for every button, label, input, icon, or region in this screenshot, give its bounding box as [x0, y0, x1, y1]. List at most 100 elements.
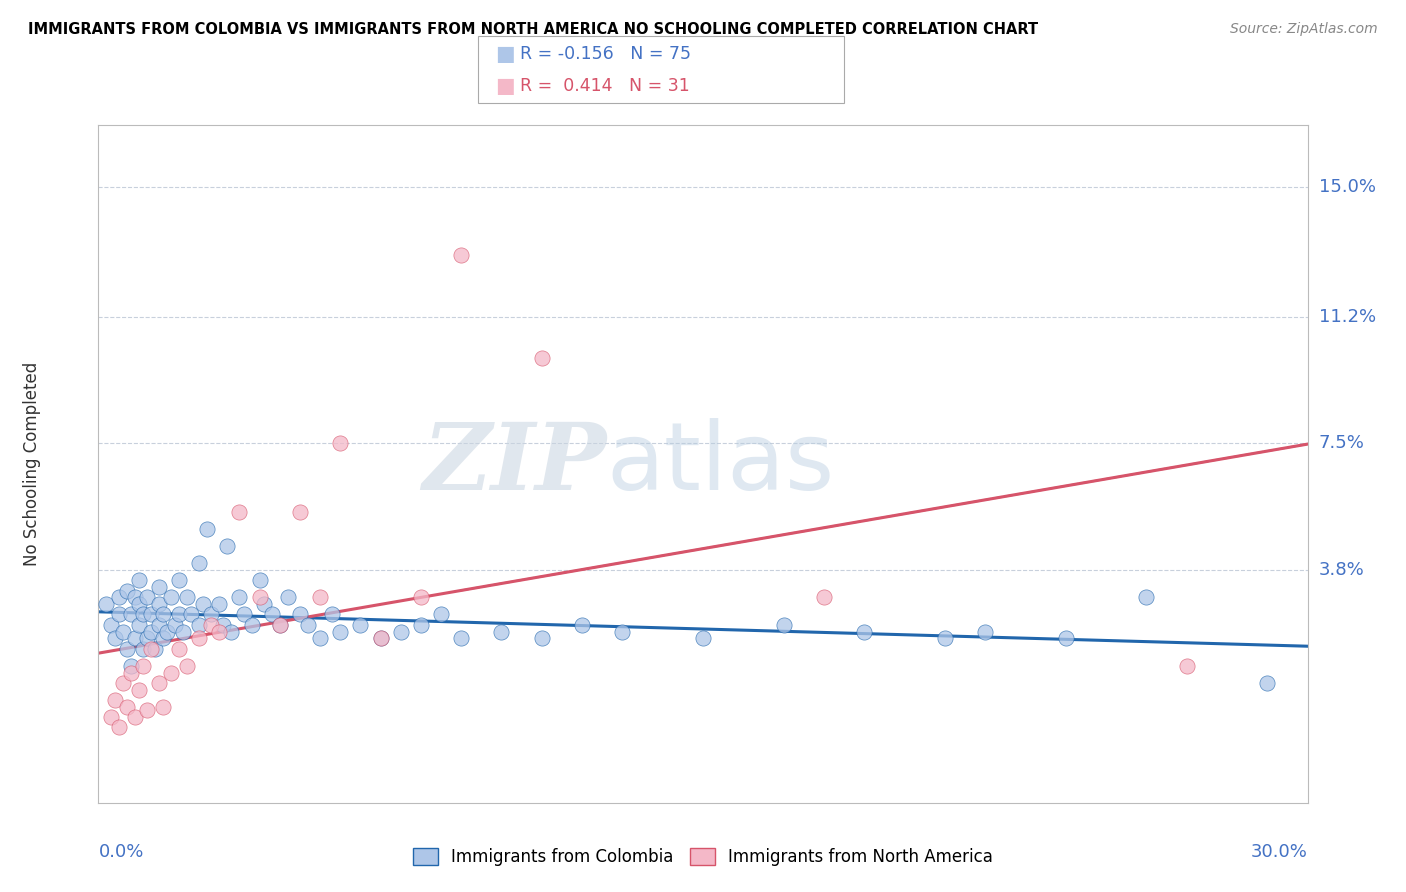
Point [188, 632, 211, 646]
Point [96, 597, 118, 611]
Point [115, 583, 138, 598]
Point [124, 710, 146, 724]
Point [491, 624, 513, 639]
Legend: Immigrants from Colombia, Immigrants from North America: Immigrants from Colombia, Immigrants fro… [406, 841, 1000, 872]
Point [103, 693, 125, 707]
Point [120, 607, 142, 622]
Point [167, 641, 190, 656]
Point [221, 624, 243, 639]
Point [430, 607, 453, 622]
Point [135, 591, 157, 605]
Point [163, 617, 186, 632]
Point [148, 617, 170, 632]
Point [132, 607, 155, 622]
Point [450, 248, 472, 262]
Text: ■: ■ [495, 45, 515, 64]
Point [120, 658, 142, 673]
Point [208, 624, 231, 639]
Point [217, 539, 239, 553]
Point [269, 617, 291, 632]
Point [309, 632, 332, 646]
Point [160, 591, 183, 605]
Point [107, 591, 129, 605]
Point [228, 591, 250, 605]
Point [329, 436, 352, 450]
Point [100, 617, 122, 632]
Point [124, 591, 146, 605]
Point [288, 505, 311, 519]
Point [188, 617, 211, 632]
Point [128, 597, 150, 611]
Point [240, 617, 263, 632]
Point [193, 597, 215, 611]
Point [167, 607, 190, 622]
Text: 7.5%: 7.5% [1319, 434, 1365, 452]
Point [1175, 658, 1198, 673]
Point [103, 632, 125, 646]
Point [249, 574, 271, 588]
Point [148, 580, 170, 594]
Point [120, 665, 142, 680]
Text: Source: ZipAtlas.com: Source: ZipAtlas.com [1230, 22, 1378, 37]
Point [188, 556, 211, 570]
Point [370, 632, 392, 646]
Point [143, 641, 166, 656]
Point [200, 607, 222, 622]
Point [1256, 676, 1278, 690]
Text: No Schooling Completed: No Schooling Completed [22, 362, 41, 566]
Point [100, 710, 122, 724]
Point [1135, 591, 1157, 605]
Point [409, 591, 432, 605]
Point [1054, 632, 1077, 646]
Point [934, 632, 956, 646]
Point [180, 607, 202, 622]
Point [232, 607, 254, 622]
Point [253, 597, 276, 611]
Point [450, 632, 472, 646]
Point [571, 617, 593, 632]
Text: ZIP: ZIP [422, 419, 606, 508]
Point [115, 641, 138, 656]
Point [349, 617, 371, 632]
Point [128, 574, 150, 588]
Text: 11.2%: 11.2% [1319, 308, 1376, 326]
Point [612, 624, 634, 639]
Point [160, 665, 183, 680]
Point [212, 617, 235, 632]
Text: R =  0.414   N = 31: R = 0.414 N = 31 [520, 77, 690, 95]
Point [124, 632, 146, 646]
Point [409, 617, 432, 632]
Point [176, 591, 198, 605]
Point [128, 617, 150, 632]
Point [208, 597, 231, 611]
Point [135, 703, 157, 717]
Point [107, 721, 129, 735]
Point [139, 641, 162, 656]
Point [813, 591, 835, 605]
Point [111, 624, 134, 639]
Point [195, 522, 218, 536]
Point [321, 607, 343, 622]
Text: 0.0%: 0.0% [98, 844, 143, 862]
Point [530, 632, 553, 646]
Point [139, 607, 162, 622]
Point [115, 700, 138, 714]
Point [156, 624, 179, 639]
Point [530, 351, 553, 365]
Point [148, 676, 170, 690]
Point [297, 617, 319, 632]
Point [152, 607, 174, 622]
Point [167, 574, 190, 588]
Text: ■: ■ [495, 76, 515, 95]
Point [228, 505, 250, 519]
Point [132, 641, 155, 656]
Point [309, 591, 332, 605]
Text: atlas: atlas [606, 417, 835, 510]
Point [128, 682, 150, 697]
Point [288, 607, 311, 622]
Point [389, 624, 412, 639]
Text: 3.8%: 3.8% [1319, 561, 1364, 579]
Point [329, 624, 352, 639]
Point [269, 617, 291, 632]
Text: IMMIGRANTS FROM COLOMBIA VS IMMIGRANTS FROM NORTH AMERICA NO SCHOOLING COMPLETED: IMMIGRANTS FROM COLOMBIA VS IMMIGRANTS F… [28, 22, 1038, 37]
